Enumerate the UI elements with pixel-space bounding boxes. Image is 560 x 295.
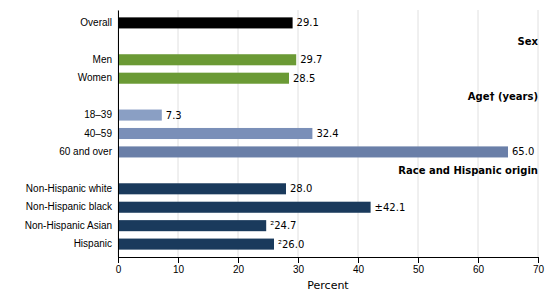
bars bbox=[118, 17, 508, 249]
x-tick-label: 30 bbox=[293, 264, 305, 275]
x-tick-mark bbox=[538, 257, 539, 263]
y-tick: Non-Hispanic black bbox=[26, 201, 118, 212]
x-tick-mark bbox=[178, 257, 179, 263]
y-tick: 40–59 bbox=[84, 128, 118, 139]
x-tick: 60 bbox=[473, 257, 485, 275]
x-tick-mark bbox=[418, 257, 419, 263]
y-axis: Overall Men Women 18–39 40–59 60 and over Non-… bbox=[25, 11, 119, 258]
x-tick: 20 bbox=[233, 257, 245, 275]
x-tick-mark bbox=[478, 257, 479, 263]
x-tick-mark bbox=[298, 257, 299, 263]
annotations: Sex Age† (years) Race and Hispanic origin bbox=[398, 36, 538, 176]
y-tick-label: Overall bbox=[80, 17, 112, 28]
x-tick-label: 20 bbox=[233, 264, 245, 275]
y-tick-label: Hispanic bbox=[74, 238, 112, 249]
grid-line bbox=[418, 10, 419, 257]
y-tick-label: Men bbox=[93, 54, 112, 65]
y-tick-label: 40–59 bbox=[84, 128, 112, 139]
chart: 0 10 20 30 40 50 60 70 Overall Men Women 18–39 40–59… bbox=[0, 0, 560, 295]
x-tick: 0 bbox=[116, 257, 122, 275]
bar bbox=[118, 220, 266, 231]
y-tick: Non-Hispanic white bbox=[26, 183, 118, 194]
data-labels: 29.1 29.7 28.5 7.3 32.4 65.0 28.0 ±42.1 ²24.7 ²26… bbox=[166, 17, 534, 249]
x-axis: 0 10 20 30 40 50 60 70 bbox=[116, 257, 545, 275]
data-label: 28.5 bbox=[293, 73, 315, 84]
grid-line bbox=[538, 10, 539, 257]
y-tick-label: 60 and over bbox=[59, 146, 112, 157]
x-tick-label: 60 bbox=[473, 264, 485, 275]
x-tick: 50 bbox=[413, 257, 425, 275]
grid-line bbox=[478, 10, 479, 257]
data-label: 29.7 bbox=[300, 54, 322, 65]
bar bbox=[118, 54, 296, 65]
bar bbox=[118, 128, 312, 139]
data-label: 28.0 bbox=[290, 183, 312, 194]
x-tick-label: 50 bbox=[413, 264, 425, 275]
bar bbox=[118, 202, 371, 213]
data-label: ²24.7 bbox=[270, 220, 296, 231]
data-label: ±42.1 bbox=[375, 202, 406, 213]
y-tick: 18–39 bbox=[84, 109, 118, 120]
bar bbox=[118, 110, 162, 121]
grid-line bbox=[118, 10, 119, 257]
data-label: 7.3 bbox=[166, 110, 182, 121]
grid-line bbox=[358, 10, 359, 257]
x-tick-label: 10 bbox=[173, 264, 185, 275]
y-tick: Overall bbox=[80, 17, 118, 28]
y-tick: Men bbox=[93, 54, 118, 65]
x-tick-mark bbox=[118, 257, 119, 263]
data-label: 32.4 bbox=[316, 128, 338, 139]
bar bbox=[118, 239, 274, 250]
bar bbox=[118, 146, 508, 157]
data-label: 29.1 bbox=[297, 17, 319, 28]
x-axis-line bbox=[119, 258, 539, 264]
section-header: Sex bbox=[518, 36, 539, 47]
y-tick-label: Non-Hispanic black bbox=[26, 201, 113, 212]
x-tick-label: 40 bbox=[353, 264, 365, 275]
y-tick-label: Non-Hispanic white bbox=[26, 183, 113, 194]
data-label: ²26.0 bbox=[278, 239, 304, 250]
x-tick: 30 bbox=[293, 257, 305, 275]
y-tick: Hispanic bbox=[74, 238, 118, 249]
section-header: Age† (years) bbox=[468, 91, 538, 102]
x-tick-mark bbox=[238, 257, 239, 263]
x-tick: 70 bbox=[533, 257, 545, 275]
grid bbox=[118, 10, 538, 257]
y-tick: Non-Hispanic Asian bbox=[25, 220, 118, 231]
y-tick: Women bbox=[78, 72, 118, 83]
y-tick-label: Non-Hispanic Asian bbox=[25, 220, 112, 231]
x-tick-label: 70 bbox=[533, 264, 545, 275]
plot: 0 10 20 30 40 50 60 70 Overall Men Women 18–39 40–59… bbox=[25, 10, 545, 275]
x-axis-title: Percent bbox=[307, 279, 349, 292]
x-tick-mark bbox=[358, 257, 359, 263]
data-label: 65.0 bbox=[512, 146, 534, 157]
bar bbox=[118, 17, 293, 28]
y-tick-label: Women bbox=[78, 72, 112, 83]
section-header: Race and Hispanic origin bbox=[398, 165, 538, 176]
bar bbox=[118, 73, 289, 84]
y-tick-label: 18–39 bbox=[84, 109, 112, 120]
y-tick: 60 and over bbox=[59, 146, 118, 157]
x-tick: 10 bbox=[173, 257, 185, 275]
bar bbox=[118, 183, 286, 194]
x-tick-label: 0 bbox=[116, 264, 122, 275]
y-axis-line bbox=[118, 11, 119, 258]
x-tick: 40 bbox=[353, 257, 365, 275]
